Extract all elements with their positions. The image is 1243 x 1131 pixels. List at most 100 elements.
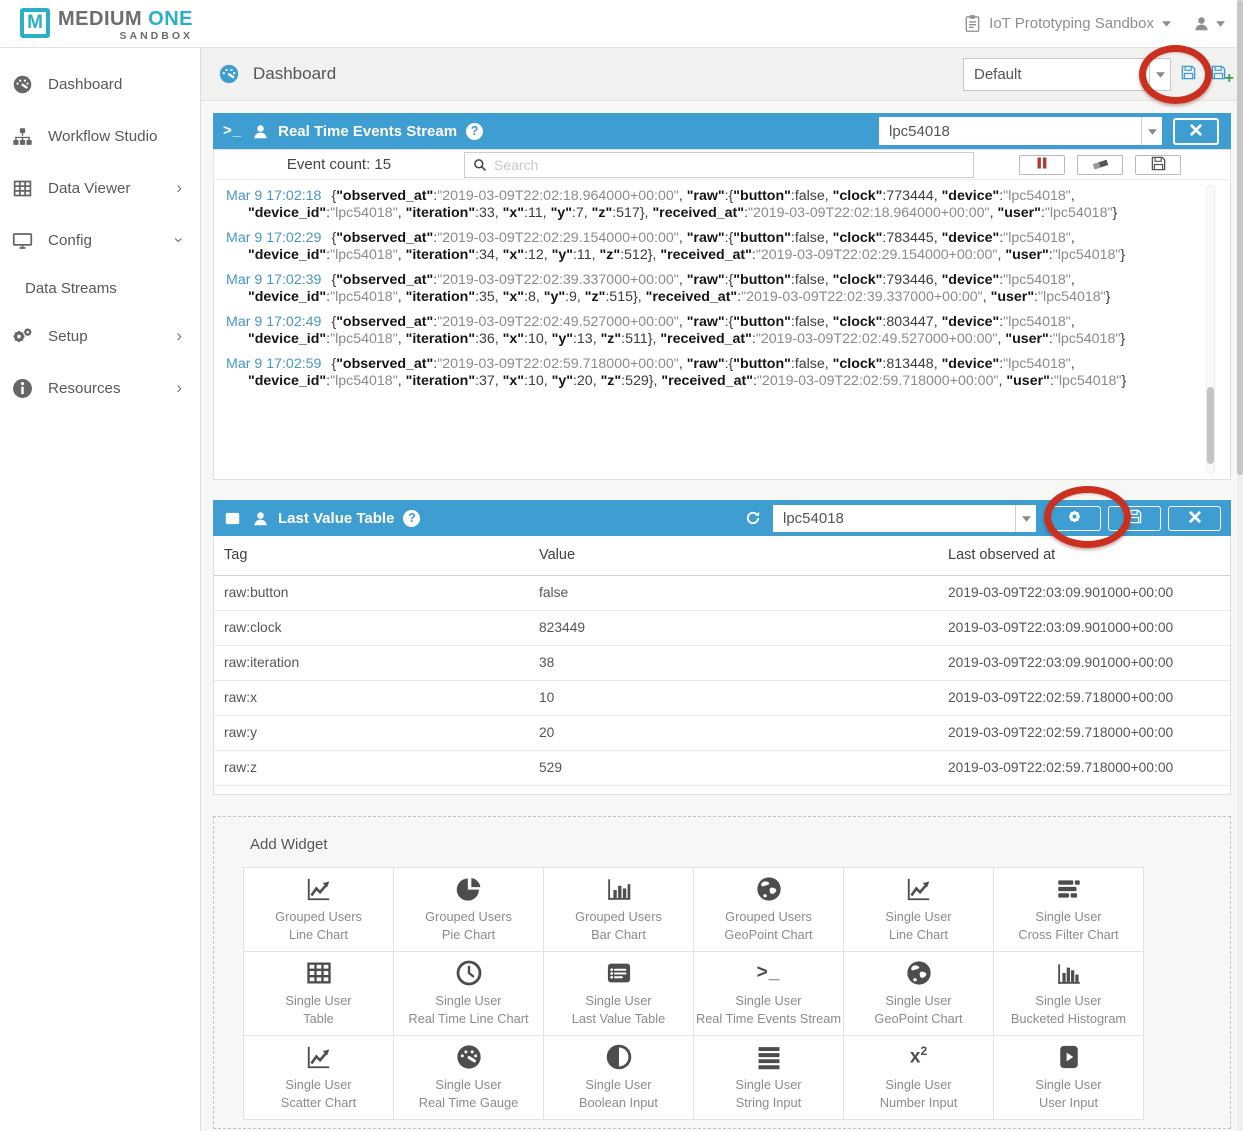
add-widget-single-user-real-time-line-chart[interactable]: Single User Real Time Line Chart <box>394 951 543 1035</box>
sidebar-item-setup[interactable]: Setup › <box>0 310 200 362</box>
save-icon <box>1150 155 1167 175</box>
widget-name-label: Line Chart <box>288 926 349 942</box>
save-table-button[interactable] <box>1108 505 1161 531</box>
value-cell: 10 <box>529 680 938 716</box>
value-cell: 38 <box>529 645 938 681</box>
add-widget-single-user-number-input[interactable]: x2 Single User Number Input <box>844 1035 993 1119</box>
table-row-raw-x: raw:x 10 2019-03-09T22:02:59.718000+00:00 <box>214 680 1230 716</box>
add-widget-single-user-line-chart[interactable]: Single User Line Chart <box>844 867 993 951</box>
line-chart-icon <box>903 875 935 903</box>
events-device-input[interactable] <box>879 117 1141 145</box>
add-widget-single-user-scatter-chart[interactable]: Single User Scatter Chart <box>244 1035 393 1119</box>
add-widget-single-user-cross-filter-chart[interactable]: Single User Cross Filter Chart <box>994 867 1143 951</box>
widget-name-label: GeoPoint Chart <box>874 1010 963 1026</box>
workspace-selector[interactable]: IoT Prototyping Sandbox <box>964 14 1171 33</box>
events-device-caret-button[interactable] <box>1141 117 1162 145</box>
table-grid-icon <box>303 959 335 987</box>
add-widget-title: Add Widget <box>250 835 328 853</box>
refresh-icon[interactable] <box>745 510 761 526</box>
add-widget-single-user-string-input[interactable]: Single User String Input <box>694 1035 843 1119</box>
sidebar-item-resources[interactable]: Resources › <box>0 362 200 414</box>
add-widget-grouped-users-line-chart[interactable]: Grouped Users Line Chart <box>244 867 393 951</box>
search-input[interactable] <box>494 156 965 173</box>
user-menu[interactable] <box>1193 15 1225 32</box>
add-widget-single-user-real-time-events-stream[interactable]: >_ Single User Real Time Events Stream <box>694 951 843 1035</box>
save-stream-button[interactable] <box>1135 154 1181 175</box>
widget-name-label: Number Input <box>879 1094 958 1110</box>
brand-logo[interactable]: M MEDIUM ONE SANDBOX <box>20 5 193 42</box>
events-log[interactable]: Mar 9 17:02:18 {"observed_at":"2019-03-09… <box>213 180 1231 480</box>
gauge-icon <box>12 74 33 95</box>
sidebar: Dashboard Workflow Studio Data Viewer › … <box>0 48 201 1131</box>
table-device-caret-button[interactable] <box>1015 504 1036 532</box>
terminal-icon: >_ <box>756 961 781 983</box>
sidebar-item-config[interactable]: Config › <box>0 214 200 266</box>
clear-stream-button[interactable] <box>1077 154 1123 175</box>
page-title: Dashboard <box>253 64 337 83</box>
table-settings-button[interactable] <box>1048 505 1101 531</box>
sidebar-item-label: Workflow Studio <box>48 127 158 145</box>
page-scrollbar[interactable] <box>1237 0 1243 1131</box>
widget-title: Last Value Table <box>278 509 395 527</box>
table-device-select[interactable] <box>773 504 1036 532</box>
help-icon[interactable]: ? <box>403 509 421 527</box>
table-row-raw-z: raw:z 529 2019-03-09T22:02:59.718000+00:00 <box>214 750 1230 786</box>
add-widget-single-user-table[interactable]: Single User Table <box>244 951 393 1035</box>
terminal-icon: >_ <box>223 122 243 139</box>
sidebar-item-label: Dashboard <box>48 75 123 93</box>
dashboard-view-caret-button[interactable] <box>1149 58 1170 90</box>
search-box[interactable] <box>464 151 974 178</box>
sidebar-item-workflow-studio[interactable]: Workflow Studio <box>0 110 200 162</box>
sidebar-item-dashboard[interactable]: Dashboard <box>0 58 200 110</box>
boolean-icon <box>603 1043 635 1071</box>
column-header-last-observed: Last observed at <box>938 536 1230 576</box>
widget-name-label: Last Value Table <box>571 1010 666 1026</box>
histogram-icon <box>1053 959 1085 987</box>
dashboard-view-select[interactable] <box>963 57 1171 91</box>
event-log-entry: Mar 9 17:02:39 {"observed_at":"2019-03-09… <box>226 272 1196 305</box>
widget-name-label: Pie Chart <box>441 926 496 942</box>
dashboard-icon <box>218 63 240 85</box>
widget-group-label: Single User <box>735 992 802 1008</box>
save-dashboard-button[interactable] <box>1180 64 1197 84</box>
add-widget-grouped-users-bar-chart[interactable]: Grouped Users Bar Chart <box>544 867 693 951</box>
help-icon[interactable]: ? <box>466 122 484 140</box>
close-events-widget-button[interactable] <box>1173 117 1219 145</box>
widget-group-label: Single User <box>585 992 652 1008</box>
add-widget-single-user-geopoint-chart[interactable]: Single User GeoPoint Chart <box>844 951 993 1035</box>
add-widget-single-user-real-time-gauge[interactable]: Single User Real Time Gauge <box>394 1035 543 1119</box>
sidebar-item-data-streams[interactable]: Data Streams <box>0 266 200 310</box>
list-icon <box>603 959 635 987</box>
number-icon: x2 <box>909 1044 928 1068</box>
widget-name-label: Cross Filter Chart <box>1018 926 1119 942</box>
pause-stream-button[interactable] <box>1019 154 1065 175</box>
widget-group-label: Single User <box>285 992 352 1008</box>
widget-group-label: Single User <box>885 992 952 1008</box>
sidebar-item-data-viewer[interactable]: Data Viewer › <box>0 162 200 214</box>
last-value-table-header: Last Value Table ? <box>213 500 1231 536</box>
chevron-right-icon: › <box>176 178 182 197</box>
dashboard-view-input[interactable] <box>964 58 1149 90</box>
page-scrollbar-thumb[interactable] <box>1237 0 1243 476</box>
chevron-right-icon: › <box>176 378 182 397</box>
save-as-new-dashboard-button[interactable]: + <box>1210 64 1234 87</box>
widget-name-label: User Input <box>1038 1094 1099 1110</box>
add-widget-single-user-bucketed-histogram[interactable]: Single User Bucketed Histogram <box>994 951 1143 1035</box>
events-device-select[interactable] <box>879 117 1162 145</box>
add-widget-single-user-boolean-input[interactable]: Single User Boolean Input <box>544 1035 693 1119</box>
event-count: Event count: 15 <box>286 156 392 173</box>
event-timestamp: Mar 9 17:02:29 <box>226 230 322 246</box>
log-scrollbar[interactable] <box>1206 185 1215 474</box>
add-widget-single-user-last-value-table[interactable]: Single User Last Value Table <box>544 951 693 1035</box>
add-widget-panel: Add Widget Grouped Users Line Chart Grou… <box>213 815 1231 1129</box>
log-scrollbar-thumb[interactable] <box>1207 386 1214 465</box>
add-widget-grouped-users-pie-chart[interactable]: Grouped Users Pie Chart <box>394 867 543 951</box>
add-widget-single-user-user-input[interactable]: Single User User Input <box>994 1035 1143 1119</box>
bar-chart-icon <box>603 875 635 903</box>
close-table-widget-button[interactable] <box>1168 505 1221 531</box>
table-device-input[interactable] <box>773 504 1015 532</box>
eraser-icon <box>1092 157 1109 173</box>
pie-chart-icon <box>453 875 485 903</box>
widget-name-label: Real Time Line Chart <box>408 1010 529 1026</box>
add-widget-grouped-users-geopoint-chart[interactable]: Grouped Users GeoPoint Chart <box>694 867 843 951</box>
